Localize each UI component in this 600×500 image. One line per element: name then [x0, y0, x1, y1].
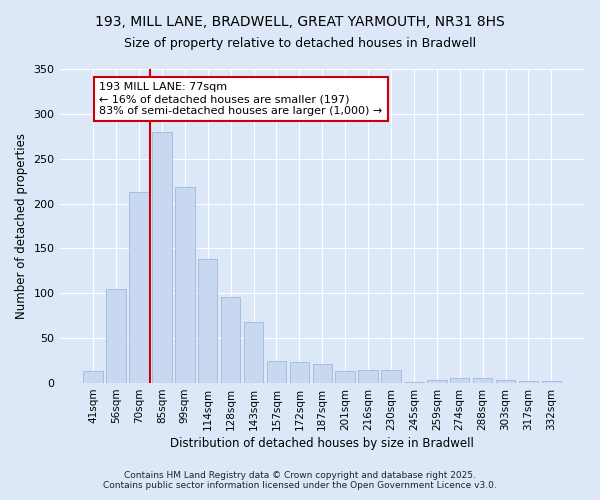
Bar: [381, 370, 401, 383]
Bar: [198, 259, 217, 383]
Bar: [473, 378, 493, 383]
Bar: [358, 370, 378, 383]
Y-axis label: Number of detached properties: Number of detached properties: [15, 133, 28, 319]
Bar: [427, 380, 446, 383]
Bar: [221, 297, 241, 383]
Bar: [152, 132, 172, 383]
Bar: [496, 380, 515, 383]
Bar: [267, 360, 286, 383]
Text: Size of property relative to detached houses in Bradwell: Size of property relative to detached ho…: [124, 38, 476, 51]
Text: 193 MILL LANE: 77sqm
← 16% of detached houses are smaller (197)
83% of semi-deta: 193 MILL LANE: 77sqm ← 16% of detached h…: [100, 82, 383, 116]
Text: Contains HM Land Registry data © Crown copyright and database right 2025.
Contai: Contains HM Land Registry data © Crown c…: [103, 470, 497, 490]
Bar: [404, 382, 424, 383]
Bar: [83, 370, 103, 383]
Bar: [244, 322, 263, 383]
Bar: [175, 188, 194, 383]
Bar: [106, 289, 126, 383]
Bar: [290, 362, 309, 383]
X-axis label: Distribution of detached houses by size in Bradwell: Distribution of detached houses by size …: [170, 437, 474, 450]
Bar: [129, 192, 149, 383]
Bar: [519, 382, 538, 383]
Bar: [450, 378, 469, 383]
Bar: [313, 364, 332, 383]
Bar: [335, 372, 355, 383]
Text: 193, MILL LANE, BRADWELL, GREAT YARMOUTH, NR31 8HS: 193, MILL LANE, BRADWELL, GREAT YARMOUTH…: [95, 15, 505, 29]
Bar: [542, 382, 561, 383]
